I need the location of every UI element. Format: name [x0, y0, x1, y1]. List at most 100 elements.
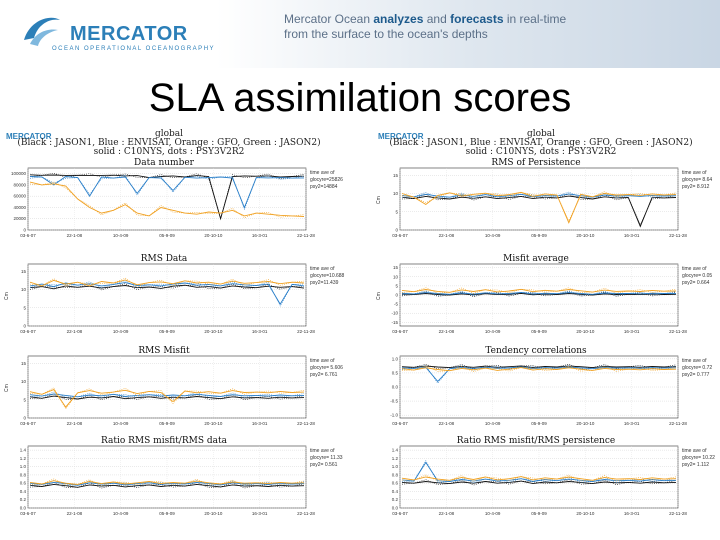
series-dots-envisat	[29, 280, 305, 307]
x-tick-label: 22-1-08	[67, 421, 83, 426]
y-tick-label: 15	[21, 361, 27, 366]
panel-stats: time ave of glocyre=25826 psy2=14884	[310, 170, 343, 191]
y-tick-label: 0.6	[392, 481, 399, 486]
tagline-part1: Mercator Ocean	[284, 12, 374, 26]
figure-styles: solid : C10NYS, dots : PSY3V2R2	[465, 147, 617, 157]
x-tick-label: 16-3-01	[624, 233, 640, 238]
figure-right: MERCATOR global (Black : JASON1, Blue : …	[376, 128, 716, 526]
y-tick-label: 0.5	[392, 370, 399, 375]
x-tick-label: 22-11-28	[669, 233, 687, 238]
series-dots-gfo	[29, 478, 305, 486]
x-tick-label: 05-9-09	[159, 233, 175, 238]
y-axis-label: Cm	[4, 292, 10, 300]
x-tick-label: 05-9-09	[531, 421, 547, 426]
x-tick-label: 20-10-10	[576, 329, 595, 334]
x-tick-label: 22-1-08	[439, 329, 455, 334]
y-tick-label: 1.0	[392, 356, 399, 361]
x-tick-label: 22-11-28	[669, 421, 687, 426]
series-dots-jason1	[401, 193, 677, 226]
y-tick-label: 1.2	[392, 456, 399, 461]
y-tick-label: 10	[393, 274, 399, 279]
y-tick-label: 1.4	[20, 448, 27, 453]
x-tick-label: 16-3-01	[624, 421, 640, 426]
stat-line: glocyre=10.688	[310, 273, 345, 279]
series-line-gfo	[401, 288, 677, 293]
figure-logo: MERCATOR	[6, 132, 52, 141]
panel-title: RMS Data	[140, 254, 188, 264]
series-line-gfo	[401, 367, 677, 372]
stat-line: time ave of	[682, 358, 707, 364]
y-tick-label: 1.4	[392, 448, 399, 453]
y-tick-label: 1.0	[20, 464, 27, 469]
x-tick-label: 22-11-28	[297, 329, 315, 334]
y-tick-label: 0.4	[392, 489, 399, 494]
panel-stats: time ave of glocyre= 10.22 psy2= 1.112	[682, 448, 715, 469]
y-tick-label: 15	[393, 265, 399, 270]
stat-line: psy2= 8.912	[682, 184, 710, 190]
y-tick-label: 0.8	[392, 472, 399, 477]
panel-title: RMS Misfit	[138, 346, 190, 356]
series-dots-envisat	[401, 365, 677, 384]
panel-stats: time ave of glocyre= 0.72 psy2= 0.777	[682, 358, 712, 379]
x-tick-label: 16-3-01	[252, 233, 268, 238]
series-dots-gfo	[401, 474, 677, 482]
tagline-analyzes: analyzes	[373, 12, 424, 26]
x-tick-label: 22-11-28	[297, 421, 315, 426]
figure-logo: MERCATOR	[378, 132, 424, 141]
y-tick-label: 40000	[13, 205, 26, 210]
panel-title: Tendency correlations	[485, 346, 587, 356]
y-tick-label: 15	[21, 269, 27, 274]
series-line-envisat	[401, 193, 677, 198]
panel-stats: time ave of glocyre= 8.64 psy2= 8.912	[682, 170, 712, 191]
header-banner: MERCATOR OCEAN OPERATIONAL OCEANOGRAPHY …	[0, 0, 720, 68]
series-dots-envisat	[29, 480, 305, 487]
series-dots-envisat	[29, 174, 305, 211]
stat-line: time ave of	[682, 266, 707, 272]
stat-line: time ave of	[682, 448, 707, 454]
stat-line: psy2= 1.112	[682, 462, 710, 468]
y-tick-label: 5	[23, 305, 26, 310]
panel-title: Data number	[134, 158, 194, 168]
stat-line: glocyre= 0.05	[682, 273, 713, 279]
x-tick-label: 22-1-08	[439, 421, 455, 426]
stat-line: glocyre= 11.33	[310, 455, 343, 461]
panel-stats: time ave of glocyre=10.688 psy2=11.439	[310, 266, 344, 287]
y-tick-label: 20000	[13, 216, 26, 221]
x-tick-label: 10-4-09	[485, 421, 501, 426]
x-tick-label: 03-6-07	[392, 233, 408, 238]
x-tick-label: 10-4-09	[485, 511, 501, 516]
series-dots-gfo	[29, 181, 305, 219]
logo-subtext: OCEAN OPERATIONAL OCEANOGRAPHY	[52, 46, 216, 52]
x-tick-label: 03-6-07	[392, 421, 408, 426]
x-tick-label: 05-9-09	[531, 329, 547, 334]
stat-line: psy2= 0.777	[682, 372, 710, 378]
series-dots-jason1	[29, 393, 305, 401]
series-line-jason1	[29, 174, 305, 221]
figure-styles: solid : C10NYS, dots : PSY3V2R2	[93, 147, 245, 157]
x-tick-label: 05-9-09	[159, 511, 175, 516]
logo-text: MERCATOR	[70, 23, 188, 45]
tagline-and: and	[423, 12, 451, 26]
y-tick-label: 100000	[11, 171, 27, 176]
x-tick-label: 22-1-08	[67, 329, 83, 334]
panel-title: Misfit average	[503, 254, 569, 264]
x-tick-label: 10-4-09	[113, 421, 129, 426]
series-dots-jason1	[401, 291, 677, 298]
series-dots-jason1	[29, 283, 305, 291]
y-tick-label: -1.0	[390, 413, 398, 418]
stat-line: psy2= 6.761	[310, 372, 338, 378]
stat-line: time ave of	[310, 170, 335, 176]
x-tick-label: 20-10-10	[204, 421, 223, 426]
y-tick-label: 0.6	[20, 481, 27, 486]
series-dots-gfo	[29, 387, 305, 410]
x-tick-label: 20-10-10	[204, 511, 223, 516]
x-tick-label: 03-6-07	[20, 421, 36, 426]
x-tick-label: 20-10-10	[204, 233, 223, 238]
x-tick-label: 10-4-09	[113, 329, 129, 334]
x-tick-label: 22-11-28	[669, 329, 687, 334]
y-tick-label: 5	[395, 209, 398, 214]
y-tick-label: 0	[395, 293, 398, 298]
panel-stats: time ave of glocyre= 11.33 psy2= 0.561	[310, 448, 343, 469]
stat-line: glocyre=25826	[310, 177, 343, 183]
x-tick-label: 10-4-09	[113, 233, 129, 238]
